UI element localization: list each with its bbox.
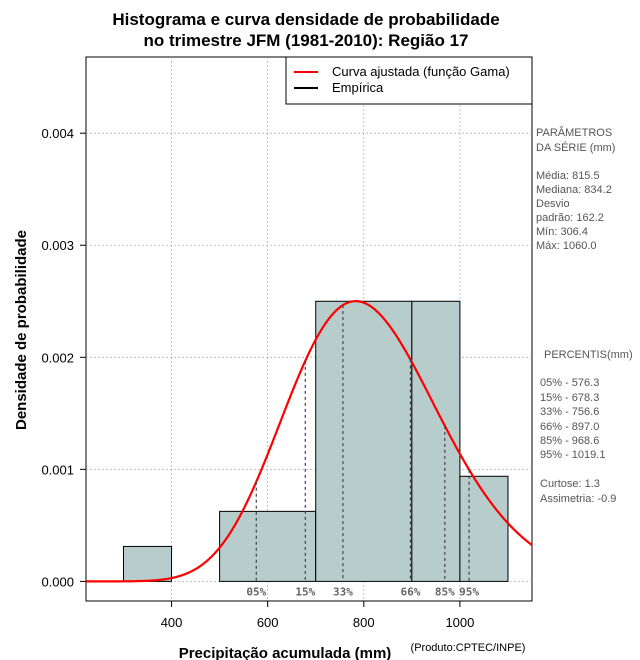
y-axis-label: Densidade de probabilidade <box>13 230 30 430</box>
histogram-bar <box>315 300 413 582</box>
percentile-label: 05% <box>246 585 266 598</box>
y-tick-label: 0.000 <box>41 574 74 589</box>
percentil-33: 33% - 756.6 <box>540 406 599 418</box>
stat-skewness: Assimetria: -0.9 <box>540 493 616 505</box>
chart-title-line2: no trimestre JFM (1981-2010): Região 17 <box>143 31 468 50</box>
percentil-15: 15% - 678.3 <box>540 392 599 404</box>
legend-entry-label: Curva ajustada (função Gama) <box>332 64 510 79</box>
gamma-curve-line <box>86 300 533 583</box>
percentil-95: 95% - 1019.1 <box>540 449 605 461</box>
histogram-bar <box>122 545 173 582</box>
percentile-label: 66% <box>400 585 420 598</box>
params-title: PARÂMETROS <box>536 126 612 139</box>
param-sd-label: Desvio <box>536 198 570 210</box>
param-sd-value: padrão: 162.2 <box>536 212 604 224</box>
chart-title-line1: Histograma e curva densidade de probabil… <box>112 10 499 29</box>
y-tick-label: 0.002 <box>41 350 74 365</box>
legend: Curva ajustada (função Gama)Empírica <box>285 56 533 105</box>
y-tick-label: 0.001 <box>41 462 74 477</box>
percentis-panel: PERCENTIS(mm) 05% - 576.3 15% - 678.3 33… <box>540 349 633 505</box>
legend-box <box>285 56 533 105</box>
percentile-label: 15% <box>295 585 315 598</box>
percentil-05: 05% - 576.3 <box>540 377 599 389</box>
plot-area: 05% 15% 33% 66% 85% 95% 400 600 800 1000 0.000 0.00… <box>41 56 533 630</box>
series-params-panel: PARÂMETROS DA SÉRIE (mm) Média: 815.5 Me… <box>536 126 615 252</box>
param-max: Máx: 1060.0 <box>536 240 597 252</box>
x-axis-label: Precipitação acumulada (mm) <box>179 645 392 660</box>
percentile-label: 33% <box>333 585 353 598</box>
param-min: Mín: 306.4 <box>536 226 588 238</box>
x-tick-label: 600 <box>257 615 279 630</box>
stat-kurtosis: Curtose: 1.3 <box>540 478 600 490</box>
percentil-85: 85% - 968.6 <box>540 435 599 447</box>
legend-entry-label: Empírica <box>332 80 384 95</box>
percentil-66: 66% - 897.0 <box>540 421 599 433</box>
credit-label: (Produto:CPTEC/INPE) <box>411 642 526 654</box>
params-subtitle: DA SÉRIE (mm) <box>536 141 615 154</box>
y-tick-label: 0.004 <box>41 126 74 141</box>
x-tick-label: 400 <box>161 615 183 630</box>
x-tick-label: 800 <box>353 615 375 630</box>
param-median: Mediana: 834.2 <box>536 184 612 196</box>
y-tick-label: 0.003 <box>41 238 74 253</box>
percentile-label: 85% <box>435 585 455 598</box>
percentis-title: PERCENTIS(mm) <box>544 349 633 361</box>
x-tick-label: 1000 <box>445 615 474 630</box>
histogram-bar <box>219 510 317 582</box>
param-mean: Média: 815.5 <box>536 170 600 182</box>
percentile-label: 95% <box>459 585 479 598</box>
